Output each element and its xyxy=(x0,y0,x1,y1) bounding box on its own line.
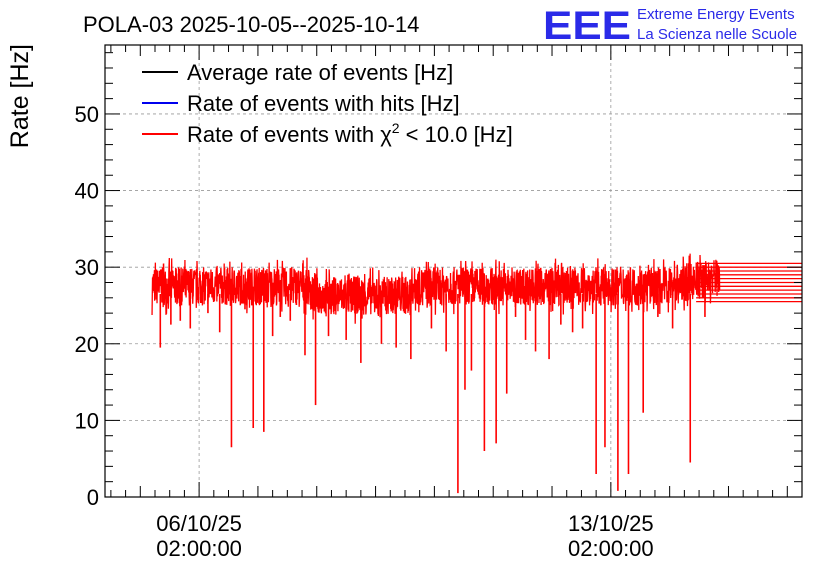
y-tick-label: 20 xyxy=(75,332,99,357)
y-tick-label: 10 xyxy=(75,408,99,433)
y-tick-label: 30 xyxy=(75,255,99,280)
chart-title: POLA-03 2025-10-05--2025-10-14 xyxy=(83,12,419,37)
y-tick-label: 40 xyxy=(75,179,99,204)
x-tick-label-date: 06/10/25 xyxy=(156,511,242,536)
x-tick-label-time: 02:00:00 xyxy=(568,536,654,561)
x-tick-label-time: 02:00:00 xyxy=(156,536,242,561)
series-chi2-line xyxy=(151,253,721,324)
legend-label-1: Rate of events with hits [Hz] xyxy=(187,91,460,116)
legend-label-2: Rate of events with χ2 < 10.0 [Hz] xyxy=(187,120,513,147)
eee-logo: EEE Extreme Energy Events La Scienza nel… xyxy=(543,4,797,48)
logo-line-2: La Scienza nelle Scuole xyxy=(637,26,797,43)
plot-data xyxy=(151,253,802,494)
y-tick-label: 0 xyxy=(87,485,99,510)
grid xyxy=(105,45,802,497)
y-axis-label: Rate [Hz] xyxy=(6,44,34,148)
legend-label-0: Average rate of events [Hz] xyxy=(187,60,453,85)
x-tick-label-date: 13/10/25 xyxy=(568,511,654,536)
y-tick-label: 50 xyxy=(75,102,99,127)
eee-logo-text: EEE xyxy=(543,4,631,48)
legend: Average rate of events [Hz] Rate of event… xyxy=(142,60,513,147)
logo-line-1: Extreme Energy Events xyxy=(637,6,795,23)
plot-frame xyxy=(104,44,803,498)
axis-ticks: 0102030405006/10/2502:00:0013/10/2502:00… xyxy=(75,45,803,561)
